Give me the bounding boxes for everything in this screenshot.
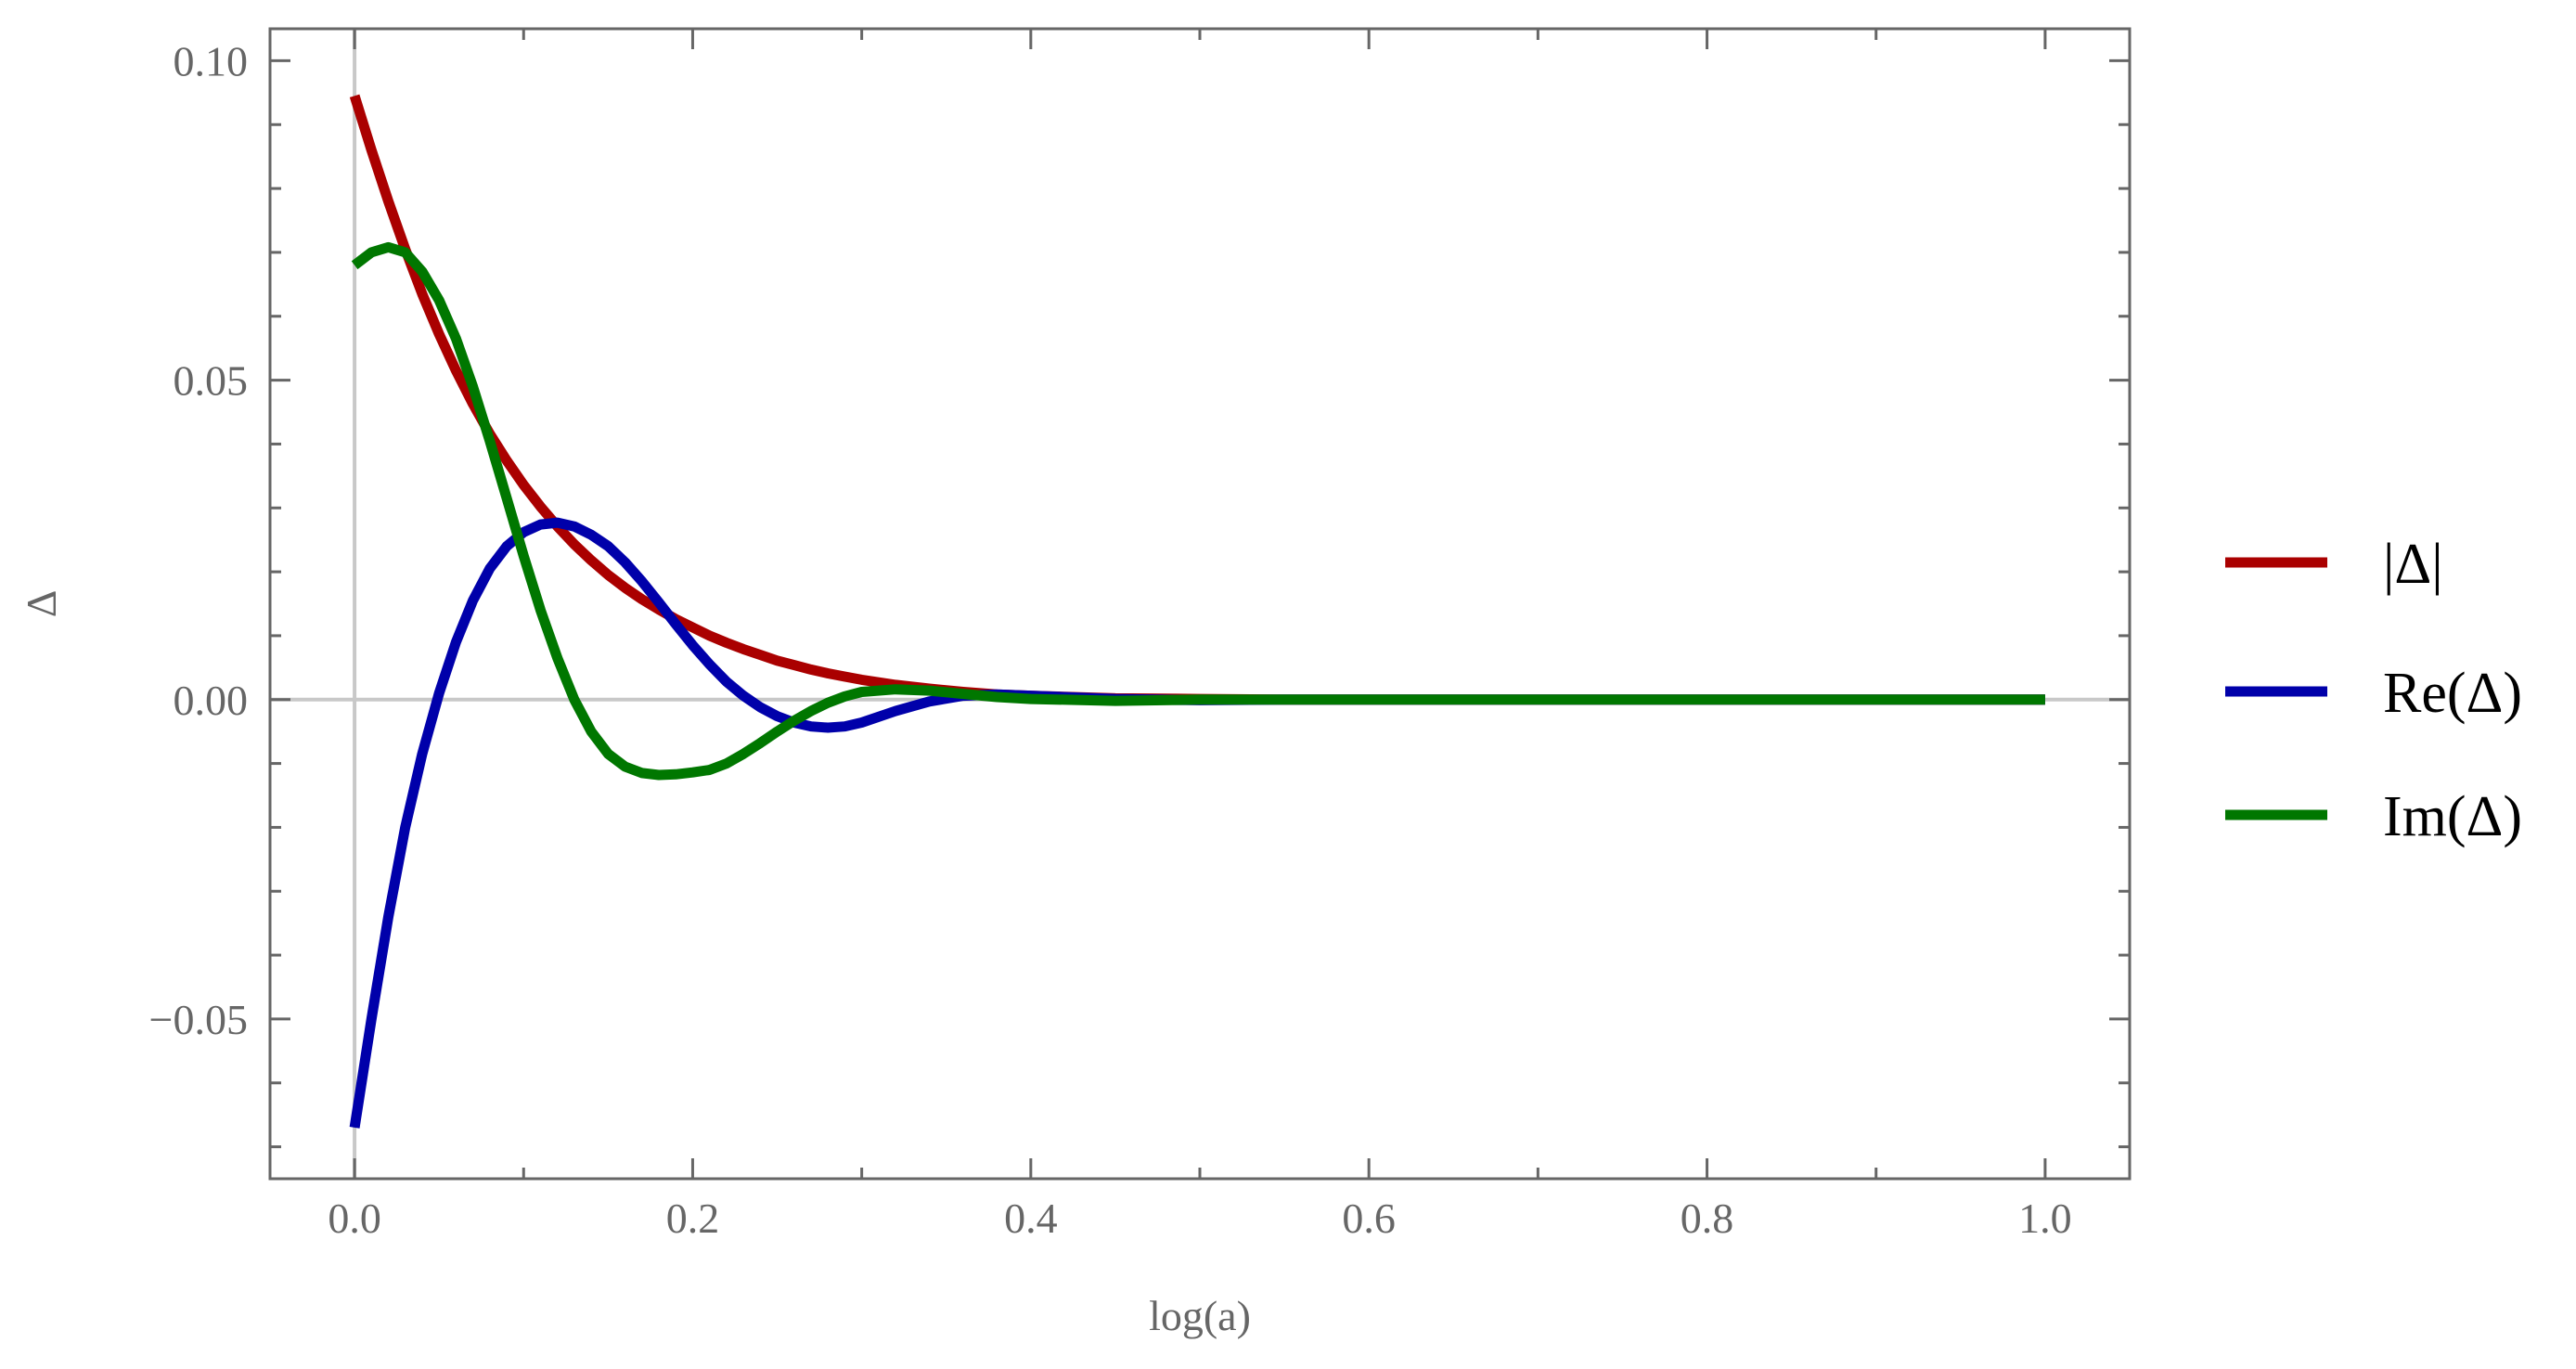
series-line-3 bbox=[351, 241, 2045, 781]
x-tick-label: 0.8 bbox=[1681, 1195, 1734, 1242]
x-tick-label: 0.4 bbox=[1004, 1195, 1058, 1242]
x-tick-label: 0.0 bbox=[328, 1195, 381, 1242]
series-layer bbox=[349, 94, 2045, 1129]
frame-rect bbox=[268, 27, 2132, 1181]
series-line-2 bbox=[349, 517, 2045, 1129]
x-tick-label: 0.2 bbox=[666, 1195, 720, 1242]
x-tick-label: 0.6 bbox=[1342, 1195, 1396, 1242]
y-axis-title: Δ bbox=[18, 590, 65, 618]
zero-lines bbox=[270, 29, 2130, 1179]
tick-labels: 0.0 0.2 0.4 0.6 0.8 1.0 −0.05 0.00 0.05 0.10 bbox=[149, 37, 2072, 1242]
legend-label-3: Im(Δ) bbox=[2383, 785, 2522, 848]
y-tick-label: 0.05 bbox=[174, 357, 249, 405]
axis-ticks bbox=[270, 29, 2130, 1179]
y-tick-label: −0.05 bbox=[149, 996, 248, 1043]
legend: |Δ| Re(Δ) Im(Δ) bbox=[2225, 533, 2522, 848]
legend-label-1: |Δ| bbox=[2383, 533, 2443, 596]
x-tick-label: 1.0 bbox=[2018, 1195, 2072, 1242]
y-tick-label: 0.00 bbox=[174, 677, 249, 724]
legend-label-2: Re(Δ) bbox=[2383, 662, 2522, 725]
x-axis-title: log(a) bbox=[1149, 1292, 1251, 1339]
series-line-1 bbox=[349, 94, 2045, 705]
y-tick-label: 0.10 bbox=[174, 37, 249, 84]
plot-frame bbox=[268, 27, 2132, 1181]
